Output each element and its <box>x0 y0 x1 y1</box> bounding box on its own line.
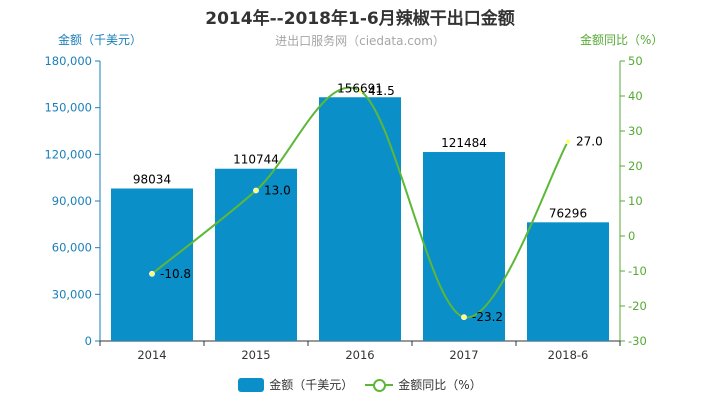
right-tick-label: 0 <box>628 229 635 243</box>
x-tick-label: 2015 <box>241 348 270 362</box>
bar <box>319 97 401 341</box>
legend-line-swatch <box>365 378 394 392</box>
left-tick-label: 120,000 <box>44 147 92 161</box>
legend-item-yoy[interactable]: 金额同比（%） <box>365 376 482 393</box>
legend-label-yoy: 金额同比（%） <box>398 378 482 392</box>
x-tick-label: 2014 <box>137 348 166 362</box>
legend: 金额（千美元） 金额同比（%） <box>0 376 720 393</box>
left-tick-label: 150,000 <box>44 101 92 115</box>
chart-title: 2014年--2018年1-6月辣椒干出口金额 <box>205 9 515 29</box>
axes-layer: 0 30,000 60,000 90,000 120,000 150,000 180,000… <box>44 54 646 362</box>
bar <box>111 188 193 341</box>
bar <box>527 222 609 341</box>
right-tick-label: -10 <box>628 264 647 278</box>
yoy-point <box>461 314 467 321</box>
yoy-value-label: 13.0 <box>264 184 291 198</box>
yoy-value-label: -23.2 <box>472 310 503 324</box>
x-tick-label: 2017 <box>449 348 478 362</box>
right-tick-label: -20 <box>628 299 647 313</box>
right-axis-title: 金额同比（%） <box>580 33 664 47</box>
legend-bar-swatch <box>238 377 265 392</box>
yoy-point <box>565 138 571 145</box>
right-tick-label: 20 <box>628 159 643 173</box>
left-tick-label: 180,000 <box>44 54 92 68</box>
line-layer <box>149 86 571 321</box>
bar-value-label: 156691 <box>337 81 383 95</box>
bar-value-label: 121484 <box>441 136 487 150</box>
right-tick-label: 30 <box>628 124 643 138</box>
right-tick-label: 10 <box>628 194 643 208</box>
bar-value-label: 110744 <box>233 153 279 167</box>
right-tick-label: -30 <box>628 334 647 348</box>
yoy-point <box>149 270 155 277</box>
bar <box>215 168 297 341</box>
yoy-value-label: 27.0 <box>576 135 603 149</box>
yoy-value-label: -10.8 <box>160 267 191 281</box>
chart-subtitle: 进出口服务网（ciedata.com） <box>275 34 445 48</box>
left-tick-label: 60,000 <box>52 241 92 255</box>
x-tick-label: 2016 <box>345 348 374 362</box>
right-tick-label: 50 <box>628 54 643 68</box>
bar-value-label: 76296 <box>549 206 587 220</box>
right-tick-label: 40 <box>628 89 643 103</box>
yoy-point <box>357 87 363 94</box>
bar <box>423 152 505 341</box>
legend-label-amount: 金额（千美元） <box>269 378 354 392</box>
labels-layer: 98034 110744 156691 121484 76296 -10.8 13.0 41.… <box>133 81 603 324</box>
bar-value-label: 98034 <box>133 173 171 187</box>
left-axis-title: 金额（千美元） <box>58 33 143 47</box>
yoy-series-line <box>151 86 569 319</box>
yoy-point <box>253 187 259 194</box>
x-tick-label: 2018-6 <box>548 348 589 362</box>
yoy-value-label: 41.5 <box>368 84 395 98</box>
legend-item-amount[interactable]: 金额（千美元） <box>238 376 353 393</box>
left-tick-label: 0 <box>85 334 92 348</box>
left-tick-label: 30,000 <box>52 287 92 301</box>
left-tick-label: 90,000 <box>52 194 92 208</box>
